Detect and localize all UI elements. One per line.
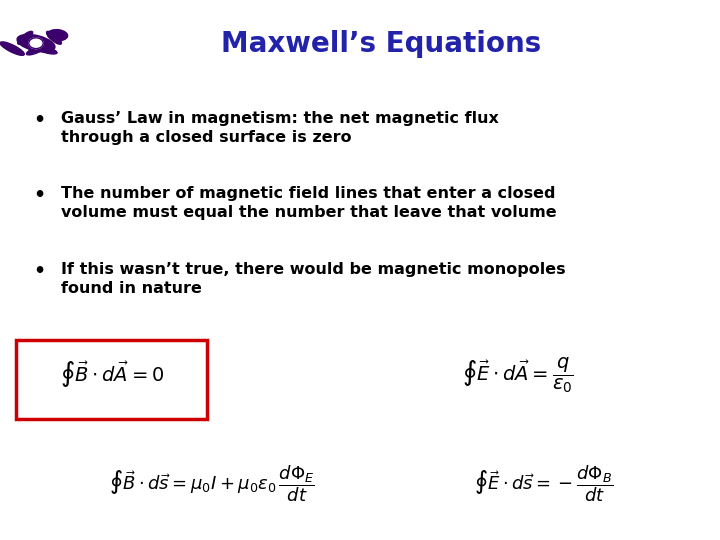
Text: The number of magnetic field lines that enter a closed
volume must equal the num: The number of magnetic field lines that … xyxy=(61,186,557,220)
Text: Maxwell’s Equations: Maxwell’s Equations xyxy=(222,30,541,58)
Text: $\oint \vec{B} \cdot d\vec{A} = 0$: $\oint \vec{B} \cdot d\vec{A} = 0$ xyxy=(60,360,163,390)
Text: Gauss’ Law in magnetism: the net magnetic flux
through a closed surface is zero: Gauss’ Law in magnetism: the net magneti… xyxy=(61,111,499,145)
Circle shape xyxy=(29,38,43,49)
Ellipse shape xyxy=(47,31,61,44)
Ellipse shape xyxy=(48,30,68,40)
Ellipse shape xyxy=(17,35,55,52)
Text: •: • xyxy=(34,262,45,281)
Ellipse shape xyxy=(18,31,32,44)
Bar xyxy=(16,340,207,418)
Ellipse shape xyxy=(0,42,24,55)
Text: $\oint \vec{E} \cdot d\vec{s} = -\dfrac{d\Phi_B}{dt}$: $\oint \vec{E} \cdot d\vec{s} = -\dfrac{… xyxy=(474,463,613,504)
Text: •: • xyxy=(34,111,45,130)
Text: $\oint \vec{E} \cdot d\vec{A} = \dfrac{q}{\varepsilon_0}$: $\oint \vec{E} \cdot d\vec{A} = \dfrac{q… xyxy=(462,356,575,395)
Ellipse shape xyxy=(37,46,57,54)
Ellipse shape xyxy=(27,45,45,55)
Text: •: • xyxy=(34,186,45,205)
Text: $\oint \vec{B} \cdot d\vec{s} = \mu_0 I + \mu_0\varepsilon_0\,\dfrac{d\Phi_E}{dt: $\oint \vec{B} \cdot d\vec{s} = \mu_0 I … xyxy=(109,463,315,504)
Text: If this wasn’t true, there would be magnetic monopoles
found in nature: If this wasn’t true, there would be magn… xyxy=(61,262,566,296)
